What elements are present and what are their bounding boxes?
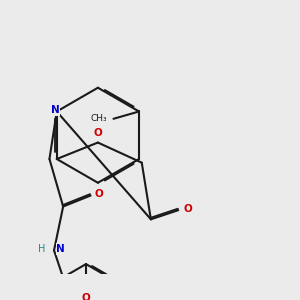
Text: N: N [51, 105, 60, 115]
Text: O: O [82, 293, 90, 300]
Text: H: H [38, 244, 46, 254]
Text: CH₃: CH₃ [90, 114, 106, 123]
Text: N: N [56, 244, 65, 254]
Text: O: O [95, 189, 103, 199]
Text: O: O [183, 204, 192, 214]
Text: O: O [94, 128, 102, 138]
